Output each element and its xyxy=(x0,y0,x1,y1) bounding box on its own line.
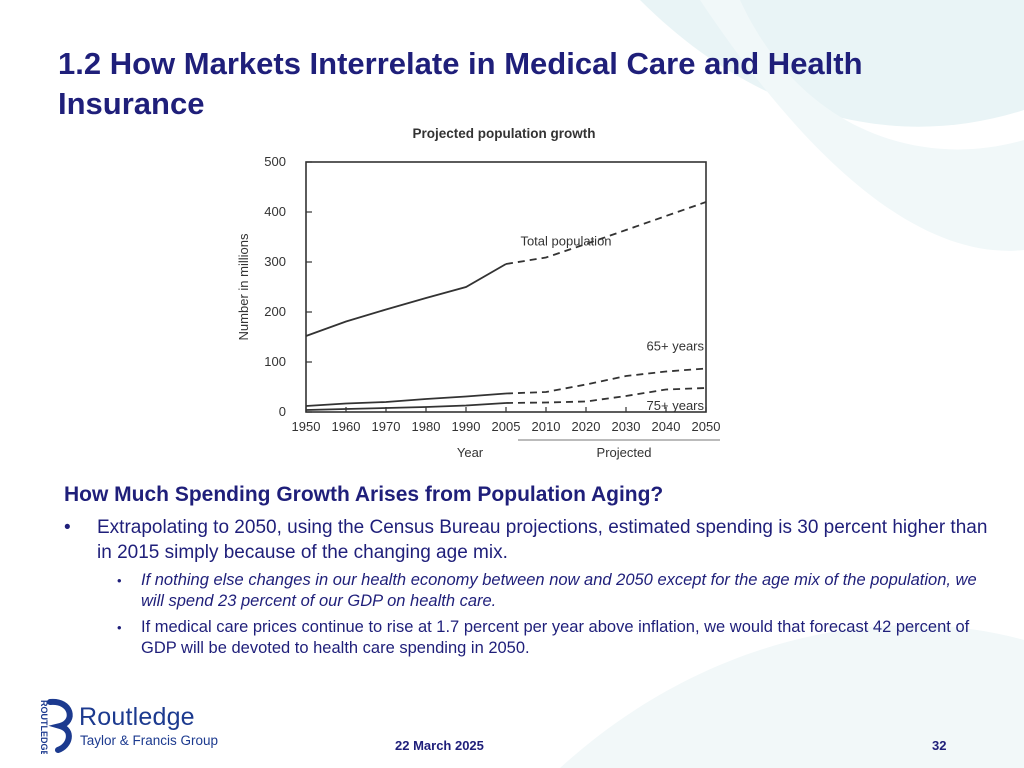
y-axis-label: Number in millions xyxy=(238,233,251,340)
bullet-icon: • xyxy=(117,573,122,588)
population-chart: Projected population growth 0 100 200 300 400… xyxy=(238,120,724,465)
series-line-projected xyxy=(505,387,707,404)
x-tick-label: 1990 xyxy=(452,419,481,434)
series-line-projected xyxy=(505,367,707,395)
y-tick-label: 100 xyxy=(264,354,286,369)
sub-bullet-text: If medical care prices continue to rise … xyxy=(141,618,970,657)
bullet-item: • Extrapolating to 2050, using the Censu… xyxy=(64,515,994,565)
y-tick-label: 0 xyxy=(279,404,286,419)
projected-label: Projected xyxy=(597,445,652,460)
bullet-icon: • xyxy=(64,517,71,538)
x-tick-label: 2005 xyxy=(492,419,521,434)
sub-bullet-text: If nothing else changes in our health ec… xyxy=(141,571,977,610)
y-tick-label: 200 xyxy=(264,304,286,319)
logo-tagline: Taylor & Francis Group xyxy=(80,733,219,748)
x-tick-label: 2030 xyxy=(612,419,641,434)
x-tick-label: 2020 xyxy=(572,419,601,434)
chart-title: Projected population growth xyxy=(413,126,596,141)
x-tick-label: 1960 xyxy=(332,419,361,434)
series-label: 75+ years xyxy=(647,398,705,413)
x-tick-label: 1980 xyxy=(412,419,441,434)
x-tick-label: 1970 xyxy=(372,419,401,434)
routledge-logo: ROUTLEDGE xyxy=(34,696,224,754)
page-number: 32 xyxy=(932,738,947,753)
series-label: 65+ years xyxy=(647,339,705,354)
slide-title: 1.2 How Markets Interrelate in Medical C… xyxy=(58,46,863,121)
bullet-list: • Extrapolating to 2050, using the Censu… xyxy=(64,515,994,659)
logo-name: Routledge xyxy=(79,703,195,731)
series-line-historical xyxy=(305,402,507,411)
chart-svg: Projected population growth 0 100 200 300 400… xyxy=(238,126,721,460)
bullet-text: Extrapolating to 2050, using the Census … xyxy=(97,517,988,563)
x-tick-label: 2010 xyxy=(532,419,561,434)
y-tick-label: 300 xyxy=(264,254,286,269)
series-line-historical xyxy=(305,263,507,337)
footer-date: 22 March 2025 xyxy=(395,738,484,753)
sub-bullet-item: • If nothing else changes in our health … xyxy=(64,570,994,612)
x-tick-label: 2040 xyxy=(652,419,681,434)
logo-vertical-text: ROUTLEDGE xyxy=(39,700,49,754)
y-tick-label: 400 xyxy=(264,204,286,219)
series-label: Total population xyxy=(520,234,611,249)
section-heading: How Much Spending Growth Arises from Pop… xyxy=(64,483,664,506)
x-axis-label: Year xyxy=(457,445,484,460)
plot-frame xyxy=(305,161,707,413)
sub-bullet-item: • If medical care prices continue to ris… xyxy=(64,617,994,659)
x-tick-label: 1950 xyxy=(292,419,321,434)
logo-r-icon xyxy=(47,698,73,753)
y-tick-label: 500 xyxy=(264,154,286,169)
series-line-projected xyxy=(505,201,707,265)
x-tick-label: 2050 xyxy=(692,419,721,434)
bullet-icon: • xyxy=(117,620,122,635)
series-line-historical xyxy=(305,392,507,407)
